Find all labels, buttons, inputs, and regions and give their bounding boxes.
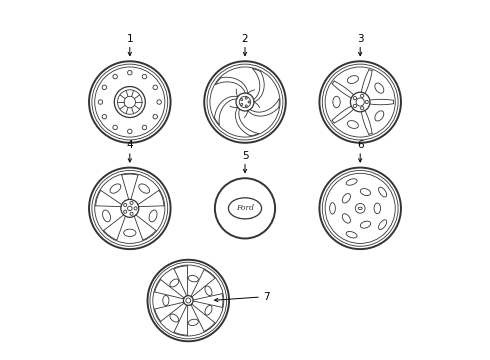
Ellipse shape — [170, 314, 179, 322]
Ellipse shape — [205, 305, 212, 315]
Circle shape — [102, 114, 107, 119]
Circle shape — [204, 61, 286, 143]
Circle shape — [236, 93, 254, 111]
Text: 4: 4 — [126, 140, 133, 150]
Circle shape — [118, 90, 142, 114]
Circle shape — [322, 64, 398, 140]
Circle shape — [89, 61, 171, 143]
Circle shape — [248, 101, 250, 103]
Circle shape — [350, 92, 370, 112]
Circle shape — [134, 207, 137, 210]
Circle shape — [130, 201, 133, 204]
Circle shape — [95, 67, 165, 137]
Circle shape — [150, 262, 226, 339]
Text: 2: 2 — [242, 34, 248, 44]
Ellipse shape — [139, 184, 149, 193]
Ellipse shape — [123, 229, 136, 237]
Circle shape — [365, 100, 368, 104]
Circle shape — [127, 206, 132, 211]
Text: 1: 1 — [126, 34, 133, 44]
Circle shape — [325, 67, 395, 137]
Circle shape — [124, 96, 136, 108]
Text: 6: 6 — [357, 140, 364, 150]
Circle shape — [92, 64, 168, 140]
Circle shape — [356, 98, 364, 106]
Ellipse shape — [170, 279, 179, 287]
Circle shape — [147, 260, 229, 341]
Ellipse shape — [346, 231, 357, 238]
Circle shape — [210, 67, 280, 137]
Ellipse shape — [205, 286, 212, 296]
Ellipse shape — [346, 179, 357, 185]
Text: 3: 3 — [357, 34, 364, 44]
Circle shape — [123, 203, 127, 207]
Circle shape — [183, 296, 193, 305]
Ellipse shape — [149, 210, 157, 222]
Circle shape — [92, 170, 168, 246]
Circle shape — [353, 104, 357, 108]
Text: 7: 7 — [263, 292, 270, 302]
Ellipse shape — [374, 203, 381, 213]
Ellipse shape — [342, 194, 350, 203]
Circle shape — [241, 103, 243, 105]
Circle shape — [127, 129, 132, 134]
Ellipse shape — [330, 203, 335, 214]
Circle shape — [142, 75, 147, 79]
Circle shape — [121, 199, 139, 217]
Ellipse shape — [360, 221, 370, 228]
Circle shape — [322, 170, 398, 246]
Circle shape — [95, 173, 165, 243]
Ellipse shape — [347, 121, 358, 129]
Ellipse shape — [342, 214, 350, 223]
Circle shape — [102, 85, 107, 90]
Circle shape — [153, 114, 157, 119]
Ellipse shape — [358, 207, 362, 210]
Circle shape — [239, 96, 251, 108]
Ellipse shape — [347, 76, 358, 84]
Circle shape — [361, 94, 364, 98]
Ellipse shape — [360, 189, 370, 195]
Ellipse shape — [110, 184, 121, 193]
Circle shape — [245, 97, 247, 99]
Circle shape — [319, 61, 401, 143]
Ellipse shape — [379, 187, 387, 197]
Circle shape — [319, 168, 401, 249]
Circle shape — [153, 265, 224, 336]
Circle shape — [361, 107, 364, 110]
Circle shape — [157, 100, 161, 104]
Circle shape — [215, 178, 275, 238]
Circle shape — [355, 203, 365, 213]
Circle shape — [353, 96, 357, 100]
Ellipse shape — [375, 83, 384, 93]
Circle shape — [89, 168, 171, 249]
Text: 5: 5 — [242, 151, 248, 161]
Circle shape — [245, 105, 247, 107]
Ellipse shape — [163, 296, 169, 306]
Ellipse shape — [188, 319, 198, 325]
Circle shape — [325, 173, 395, 243]
Ellipse shape — [188, 275, 198, 282]
Circle shape — [127, 71, 132, 75]
Circle shape — [114, 86, 146, 117]
Circle shape — [98, 100, 103, 104]
Circle shape — [113, 75, 118, 79]
Ellipse shape — [228, 198, 262, 219]
Circle shape — [130, 212, 133, 215]
Circle shape — [207, 64, 283, 140]
Circle shape — [186, 298, 191, 303]
Ellipse shape — [333, 96, 340, 108]
Ellipse shape — [379, 220, 387, 230]
Circle shape — [241, 99, 243, 101]
Circle shape — [113, 125, 118, 130]
Circle shape — [123, 210, 127, 213]
Circle shape — [142, 125, 147, 130]
Ellipse shape — [375, 111, 384, 121]
Circle shape — [153, 85, 157, 90]
Text: Ford: Ford — [236, 204, 254, 212]
Ellipse shape — [102, 210, 111, 222]
